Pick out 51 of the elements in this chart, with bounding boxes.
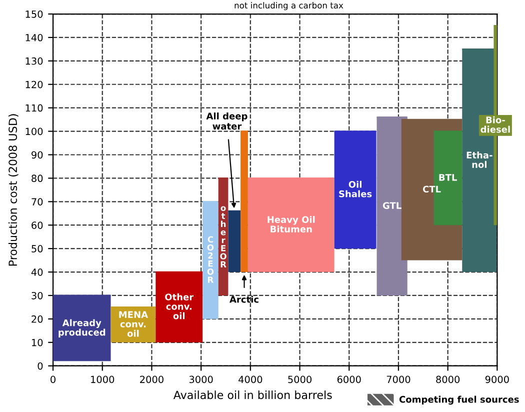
y-tick-label: 10 — [32, 338, 43, 346]
x-tick-label: 8000 — [436, 376, 460, 384]
y-tick-label: 30 — [32, 292, 43, 300]
y-tick-label: 80 — [32, 174, 43, 182]
y-tick-label: 50 — [32, 245, 43, 252]
y-tick-label: 130 — [26, 57, 43, 65]
bar — [240, 131, 248, 272]
series-label: Heavy Oil Bitumen — [268, 216, 315, 232]
y-tick-label: 150 — [26, 10, 43, 18]
series-label: other EOR — [220, 206, 226, 268]
series-label: Already produced — [58, 319, 106, 338]
x-axis-title: Available oil in billion barrels — [173, 390, 332, 400]
x-tick-label: 2000 — [140, 376, 164, 384]
y-tick-label: 100 — [26, 128, 43, 136]
chart-title: not including a carbon tax — [234, 2, 344, 10]
series-label: Oil Shales — [339, 180, 372, 198]
series-label: Other conv. oil — [165, 293, 194, 320]
y-tick-label: 90 — [32, 151, 43, 159]
series-label: Etha- nol — [466, 152, 492, 168]
series-label: CO2 EOR — [207, 236, 214, 283]
x-tick-label: 9000 — [485, 376, 509, 384]
annotation: All deep water — [206, 112, 248, 130]
series-label: Bio- diesel — [480, 116, 510, 133]
y-tick-label: 40 — [31, 268, 43, 276]
y-axis-title: Production cost (2008 USD) — [8, 114, 18, 266]
y-tick-label: 140 — [26, 34, 43, 42]
bar — [156, 272, 203, 342]
x-tick-label: 3000 — [189, 376, 213, 384]
x-tick-label: 4000 — [238, 376, 262, 384]
bar — [202, 202, 218, 319]
bar — [228, 211, 241, 272]
y-tick-label: 110 — [26, 104, 43, 112]
y-tick-label: 60 — [32, 222, 43, 229]
y-tick-label: 0 — [38, 362, 43, 370]
y-tick-label: 120 — [26, 80, 43, 88]
x-tick-label: 0 — [50, 376, 56, 384]
bar — [248, 178, 334, 272]
x-tick-label: 1000 — [91, 376, 114, 384]
annotation: Arctic — [230, 296, 258, 303]
text: Competing fuel sources — [399, 396, 519, 405]
bar — [334, 131, 376, 249]
y-tick-label: 20 — [32, 315, 43, 323]
series-label: CTL — [422, 186, 441, 193]
x-tick-label: 5000 — [288, 376, 312, 384]
y-tick-label: 70 — [32, 198, 43, 206]
x-tick-label: 7000 — [386, 376, 410, 384]
series-label: MENA conv. oil — [119, 311, 148, 337]
series-label: BTL — [439, 174, 457, 181]
x-tick-label: 6000 — [337, 376, 361, 384]
bar — [53, 295, 111, 362]
series-label: GTL — [382, 202, 402, 209]
